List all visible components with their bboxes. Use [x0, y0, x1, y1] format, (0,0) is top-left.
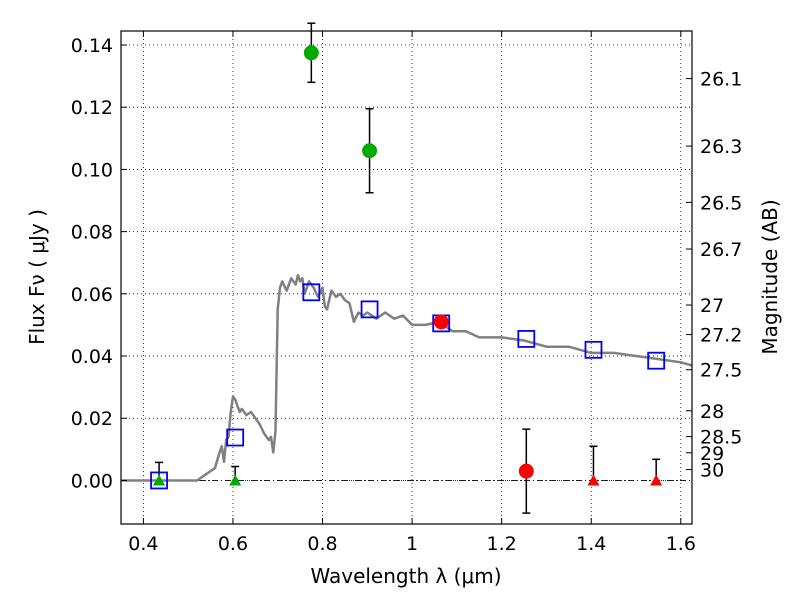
- circle-marker: [433, 314, 449, 330]
- triangle-marker: [229, 474, 242, 486]
- y-tick-label: 0.06: [71, 284, 113, 306]
- x-tick-label: 1.2: [487, 533, 517, 555]
- model-sed-line: [121, 273, 693, 482]
- square-marker: [360, 300, 379, 319]
- magnitude-tick-label: 26.3: [700, 136, 742, 158]
- y-tick-label: 0.02: [71, 408, 113, 430]
- magnitude-tick-label: 30: [700, 460, 724, 482]
- x-tick-label: 0.8: [307, 533, 337, 555]
- y-tick-label: 0.12: [71, 97, 113, 119]
- triangle-marker: [153, 474, 166, 486]
- magnitude-tick-label: 28.5: [700, 427, 742, 449]
- model-sed: [121, 273, 693, 482]
- x-tick-label: 1.4: [576, 533, 606, 555]
- magnitude-tick-label: 27.5: [700, 360, 742, 382]
- circle-marker: [362, 143, 378, 159]
- magnitude-tick-label: 27: [700, 295, 724, 317]
- y2-axis-title: Magnitude (AB): [758, 199, 782, 354]
- square-marker: [584, 340, 603, 359]
- square-marker: [150, 471, 168, 490]
- square-marker: [517, 330, 536, 348]
- y-tick-label: 0.14: [71, 35, 113, 57]
- magnitude-tick-label: 26.1: [700, 69, 742, 91]
- x-tick-label: 0.6: [218, 533, 248, 555]
- magnitude-tick-label: 29: [700, 443, 724, 465]
- square-marker: [302, 283, 321, 302]
- y-tick-label: 0.10: [71, 159, 113, 181]
- x-tick-label: 1: [406, 533, 418, 555]
- y-axis-title: Flux Fν ( μJy ): [25, 209, 49, 345]
- triangle-marker: [650, 474, 663, 486]
- y-tick-label: 0.08: [71, 222, 113, 244]
- magnitude-tick-label: 26.5: [700, 192, 742, 214]
- magnitude-tick-label: 26.7: [700, 239, 742, 261]
- square-marker: [226, 428, 245, 447]
- y-tick-label: 0.00: [71, 470, 113, 492]
- x-axis-title: Wavelength λ (μm): [310, 564, 501, 588]
- magnitude-tick-label: 28: [700, 401, 724, 423]
- circle-marker: [518, 463, 534, 479]
- magnitude-tick-label: 27.2: [700, 325, 742, 347]
- plot-border: [120, 30, 693, 525]
- axis-ticks: 0.4 0.6 0.8 1 1.2 1.4 1.6 0.00 0.02 0.04 0.06 0.08 0…: [71, 31, 742, 555]
- triangle-marker: [587, 474, 600, 486]
- circle-marker: [303, 45, 319, 61]
- data-markers: [150, 22, 666, 514]
- y-tick-label: 0.04: [71, 346, 113, 368]
- square-marker: [647, 351, 666, 370]
- x-tick-label: 1.6: [666, 533, 696, 555]
- plot-frame: [120, 30, 693, 525]
- x-tick-label: 0.4: [128, 533, 158, 555]
